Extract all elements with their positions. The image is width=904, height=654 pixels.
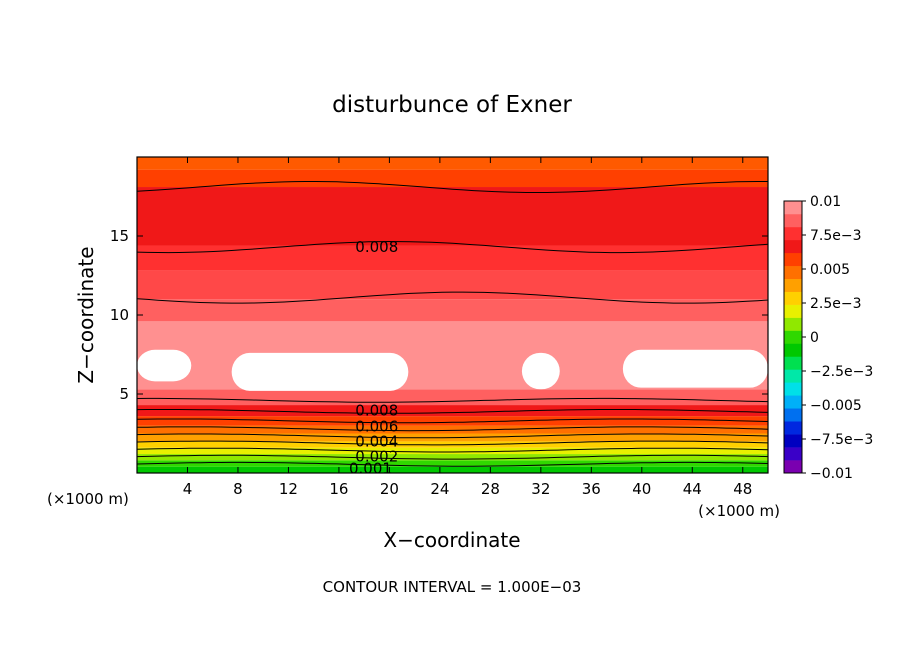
x-tick-label: 4: [183, 480, 193, 498]
colorbar-label: −2.5e−3: [810, 364, 873, 380]
x-tick-label: 8: [233, 480, 243, 498]
colorbar-label: 0.01: [810, 194, 841, 210]
contour-line: [137, 447, 768, 453]
colorbar-cell: [784, 239, 802, 254]
color-band: [137, 425, 768, 434]
x-axis-label: X−coordinate: [383, 528, 520, 552]
colorbar-label: 0.005: [810, 262, 850, 278]
contour-line: [137, 418, 768, 424]
color-band: [137, 405, 768, 417]
colorbar-label: 0: [810, 330, 819, 346]
chart-title: disturbunce of Exner: [332, 92, 572, 118]
colorbar: 0.01 7.5e−3 0.005 2.5e−3 0 −2.5e−3 −0.005 −7.5e…: [783, 194, 873, 482]
colorbar-cell: [784, 447, 802, 461]
y-axis-ticks: 5 10 15: [110, 227, 768, 403]
x-tick-label: 16: [329, 480, 348, 498]
y-tick-label: 10: [110, 306, 129, 324]
colorbar-cell: [784, 265, 802, 280]
y-axis-label: Z−coordinate: [74, 246, 98, 383]
colorbar-label: −7.5e−3: [810, 432, 873, 448]
colorbar-cell: [784, 343, 802, 357]
colorbar-cell: [784, 382, 802, 396]
x-tick-label: 20: [380, 480, 399, 498]
color-band: [137, 416, 768, 426]
contour-label: 0.006: [355, 417, 398, 435]
x-tick-label: 44: [683, 480, 702, 498]
x-tick-label: 24: [430, 480, 449, 498]
contour-line: [137, 240, 768, 254]
color-band: [137, 270, 768, 300]
color-band: [137, 389, 768, 406]
color-band: [137, 169, 768, 188]
colorbar-cell: [784, 460, 802, 474]
color-band: [137, 187, 768, 246]
colorbar-cell: [784, 408, 802, 422]
color-band: [137, 157, 768, 170]
color-bands: [137, 157, 768, 473]
x-tick-label: 32: [531, 480, 550, 498]
contour-line: [137, 426, 768, 432]
contour-label: 0.004: [355, 432, 398, 450]
colorbar-cells: [784, 201, 802, 474]
contour-interval-note: CONTOUR INTERVAL = 1.000E−03: [323, 578, 582, 596]
colorbar-labels: 0.01 7.5e−3 0.005 2.5e−3 0 −2.5e−3 −0.005 −7.5e…: [802, 194, 873, 482]
contour-line: [137, 397, 768, 403]
y-tick-label: 15: [110, 227, 129, 245]
colorbar-label: −0.01: [810, 466, 853, 482]
above-max-regions: [137, 349, 768, 391]
contour-lines: [137, 181, 768, 467]
colorbar-cell: [784, 304, 802, 318]
x-unit-left: (×1000 m): [47, 490, 129, 508]
colorbar-cell: [784, 434, 802, 448]
contour-line: [137, 461, 768, 467]
colorbar-label: 7.5e−3: [810, 228, 862, 244]
contour-line: [137, 291, 768, 304]
x-tick-label: 28: [481, 480, 500, 498]
contour-line: [137, 409, 768, 414]
colorbar-cell: [784, 356, 802, 370]
color-band: [137, 299, 768, 322]
contour-line: [137, 433, 768, 439]
colorbar-cell: [784, 278, 802, 292]
color-band: [137, 245, 768, 271]
colorbar-cell: [784, 213, 802, 228]
x-axis-ticks: 4 8 12 16 20 24 28 32 36 40 44 48: [183, 157, 752, 498]
x-tick-label: 40: [632, 480, 651, 498]
colorbar-cell: [784, 201, 802, 215]
colorbar-cell: [784, 252, 802, 267]
above-max-region: [137, 349, 192, 382]
above-max-region: [521, 352, 560, 390]
colorbar-label: −0.005: [810, 398, 862, 414]
above-max-region: [622, 349, 768, 388]
x-tick-label: 12: [279, 480, 298, 498]
colorbar-label: 2.5e−3: [810, 296, 862, 312]
colorbar-cell: [784, 226, 802, 241]
x-tick-label: 48: [733, 480, 752, 498]
contour-line: [137, 454, 768, 460]
contour-label: 0.008: [355, 402, 398, 420]
colorbar-cell: [784, 421, 802, 435]
contour-line: [137, 181, 768, 193]
color-band: [137, 466, 768, 473]
colorbar-cell: [784, 317, 802, 331]
colorbar-cell: [784, 395, 802, 409]
color-band: [137, 454, 768, 461]
above-max-region: [231, 352, 409, 391]
x-unit-right: (×1000 m): [698, 502, 780, 520]
colorbar-cell: [784, 330, 802, 344]
y-tick-label: 5: [119, 385, 129, 403]
contour-label: 0.001: [349, 459, 392, 477]
colorbar-cell: [784, 369, 802, 383]
contour-label: 0.002: [355, 447, 398, 465]
contour-line: [137, 440, 768, 446]
x-tick-label: 36: [582, 480, 601, 498]
color-band: [137, 460, 768, 467]
contour-label: 0.008: [355, 238, 398, 256]
color-band: [137, 447, 768, 455]
colorbar-cell: [784, 291, 802, 305]
